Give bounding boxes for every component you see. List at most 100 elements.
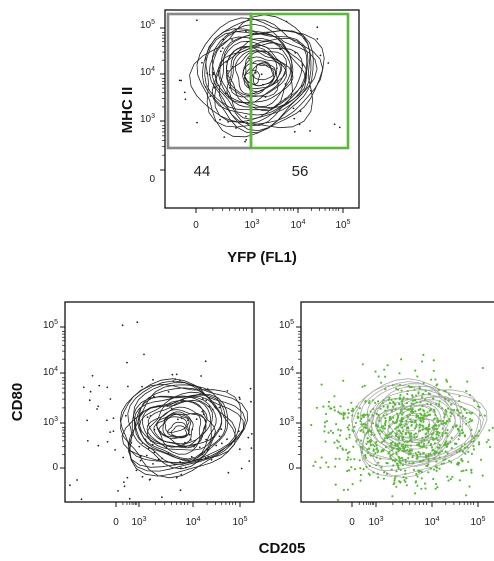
event-dot [383,368,386,371]
event-dot [387,436,390,439]
event-dot [471,419,474,422]
event-dot [395,485,398,488]
event-dot [390,409,393,413]
event-dot [417,469,420,472]
event-dot [371,414,374,417]
event-dot [167,391,170,393]
event-dot [213,86,216,89]
event-dot [347,412,350,415]
event-dot [355,440,358,443]
event-dot [320,456,323,459]
event-dot [271,57,274,59]
plot-top-y-axis-title: MHC II [119,87,136,134]
contour-line [355,385,473,463]
event-dot [394,408,397,411]
event-dot [320,383,323,386]
event-dot [435,424,438,427]
event-dot [342,379,345,382]
event-dot [438,456,441,459]
plot-bottom-right-overlay-dots [310,353,494,502]
event-dot [444,450,447,453]
event-dot [200,375,203,377]
event-dot [400,408,403,411]
event-dot [438,451,441,454]
event-dot [427,392,430,395]
event-dot [109,431,112,433]
event-dot [180,467,182,469]
event-dot [389,417,392,421]
event-dot [455,442,458,445]
event-dot [262,83,264,86]
event-dot [327,405,330,408]
contour-line [162,412,207,448]
event-dot [399,431,402,434]
event-dot [365,432,368,435]
event-dot [388,401,392,404]
event-dot [141,385,144,388]
event-dot [393,481,396,484]
event-dot [153,451,156,454]
event-dot [405,401,409,405]
y-tick-label-1e5: 105 [279,319,294,331]
event-dot [178,79,181,82]
event-dot [319,54,322,57]
plot-bottom-right-y-tick-labels: 105 104 103 0 [279,319,294,473]
event-dot [403,424,406,427]
event-dot [395,443,398,446]
contour-line [362,389,472,462]
event-dot [377,430,380,433]
event-dot [401,404,404,407]
event-dot [392,405,395,408]
event-dot [406,389,409,393]
event-dot [407,431,410,434]
event-dot [374,424,378,427]
event-dot [346,488,350,491]
event-dot [470,471,473,474]
contour-line [170,425,188,438]
event-dot [481,474,484,477]
event-dot [106,419,108,422]
event-dot [298,123,301,126]
event-dot [478,429,481,433]
event-dot [421,428,424,431]
event-dot [249,387,252,390]
event-dot [175,476,178,479]
event-dot [445,445,448,448]
event-dot [400,418,403,421]
event-dot [206,72,209,75]
contour-line [196,17,325,138]
contour-line [211,23,318,123]
event-dot [447,479,450,482]
event-dot [378,432,381,435]
event-dot [425,446,428,449]
plot-bottom-right-x-tick-labels: 0 103 104 105 [349,516,485,528]
event-dot [455,450,458,453]
event-dot [477,441,481,444]
event-dot [440,462,443,465]
event-dot [415,425,418,428]
event-dot [445,420,448,423]
contour-line [226,44,294,104]
event-dot [69,484,71,487]
event-dot [394,427,397,430]
event-dot [406,397,409,400]
event-dot [450,408,453,411]
event-dot [146,416,149,419]
event-dot [341,447,344,450]
event-dot [421,396,424,399]
event-dot [413,436,416,439]
event-dot [239,398,241,400]
event-dot [390,449,394,452]
event-dot [435,437,438,440]
event-dot [188,433,191,436]
event-dot [458,449,461,453]
event-dot [468,394,472,397]
event-dot [450,436,453,439]
event-dot [215,444,218,447]
event-dot [333,409,336,412]
event-dot [460,470,463,473]
event-dot [426,411,429,414]
event-dot [413,427,416,430]
event-dot [382,477,385,480]
event-dot [367,472,370,475]
